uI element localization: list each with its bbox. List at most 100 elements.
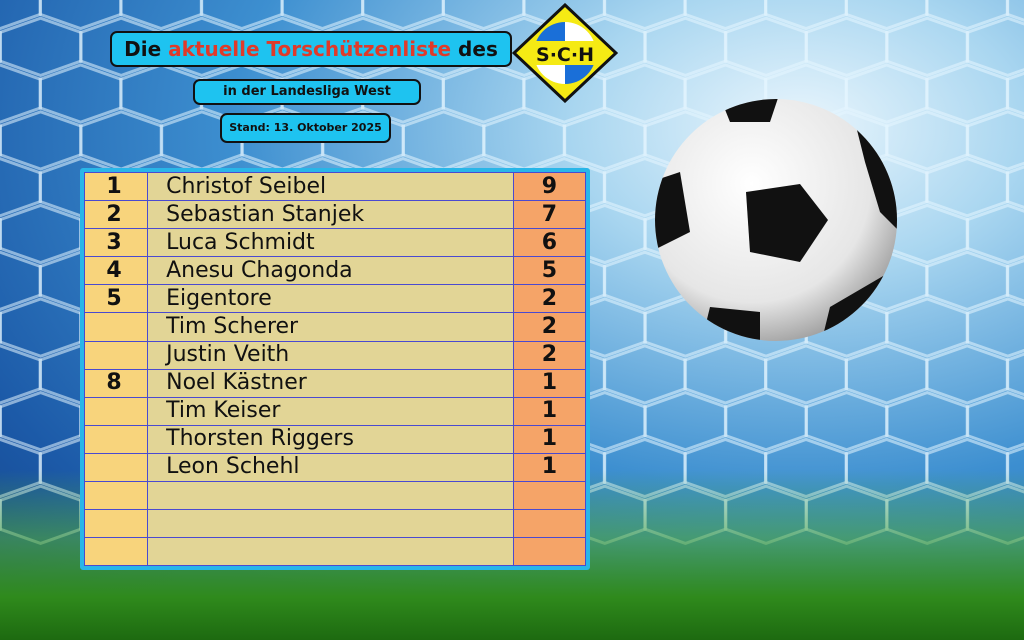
net-mesh — [0, 203, 83, 265]
goals-cell: 2 — [512, 340, 587, 370]
net-mesh — [965, 16, 1024, 77]
net-mesh — [119, 0, 204, 31]
goals-cell: 5 — [512, 256, 587, 286]
net-mesh — [280, 0, 365, 31]
net-mesh — [723, 391, 808, 452]
net-mesh — [602, 0, 687, 31]
table-row: 4 Anesu Chagonda 5 — [83, 256, 587, 286]
net-mesh — [683, 344, 768, 405]
net-mesh — [965, 297, 1024, 358]
goals-cell: 1 — [512, 452, 587, 483]
soccer-ball-image — [655, 99, 897, 341]
rank-cell — [83, 481, 149, 511]
table-row: 8 Noel Kästner 1 — [83, 368, 587, 398]
net-mesh — [844, 0, 929, 31]
net-mesh — [602, 344, 687, 405]
rank-cell — [83, 424, 149, 454]
net-mesh — [925, 63, 1010, 124]
scorer-table: 1 Christof Seibel 9 2 Sebastian Stanjek 7 3 Luc… — [80, 168, 590, 570]
goals-cell: 1 — [512, 424, 587, 454]
table-row — [83, 509, 587, 539]
goals-cell — [512, 481, 587, 511]
table-row — [83, 481, 587, 511]
net-mesh — [965, 110, 1024, 171]
name-cell: Eigentore — [147, 284, 514, 314]
net-mesh — [562, 110, 647, 171]
net-mesh — [804, 391, 889, 452]
rank-cell — [83, 537, 149, 567]
name-cell — [147, 481, 514, 511]
net-mesh — [925, 250, 1010, 311]
rank-cell — [83, 452, 149, 483]
name-cell — [147, 537, 514, 567]
table-row: 3 Luca Schmidt 6 — [83, 228, 587, 258]
club-logo: S·C·H — [512, 3, 618, 103]
goals-cell: 2 — [512, 284, 587, 314]
net-mesh — [965, 391, 1024, 452]
net-mesh — [0, 16, 83, 77]
net-mesh — [885, 391, 970, 452]
goals-cell: 2 — [512, 312, 587, 342]
name-cell: Christof Seibel — [147, 171, 514, 202]
net-mesh — [79, 110, 164, 171]
title-highlight: aktuelle Torschützenliste — [168, 37, 452, 61]
table-row: 1 Christof Seibel 9 — [83, 171, 587, 202]
table-row: Justin Veith 2 — [83, 340, 587, 370]
net-mesh — [1005, 259, 1024, 303]
rank-cell: 8 — [83, 368, 149, 398]
net-mesh — [925, 0, 1010, 31]
net-mesh — [361, 0, 445, 31]
table-row: Leon Schehl 1 — [83, 452, 587, 483]
name-cell: Leon Schehl — [147, 452, 514, 483]
table-row: Thorsten Riggers 1 — [83, 424, 587, 454]
net-mesh — [925, 157, 1010, 218]
net-mesh — [1005, 446, 1024, 490]
net-mesh — [0, 391, 83, 452]
title-prefix: Die — [124, 37, 169, 61]
name-cell: Tim Scherer — [147, 312, 514, 342]
table-row: Tim Keiser 1 — [83, 396, 587, 426]
name-cell: Luca Schmidt — [147, 228, 514, 258]
net-mesh — [1005, 71, 1024, 116]
table-row: 2 Sebastian Stanjek 7 — [83, 200, 587, 230]
net-mesh — [38, 63, 123, 124]
rank-cell — [83, 396, 149, 426]
rank-cell: 1 — [83, 171, 149, 202]
rank-cell: 2 — [83, 200, 149, 230]
net-mesh — [199, 0, 284, 31]
name-cell: Sebastian Stanjek — [147, 200, 514, 230]
net-mesh — [925, 344, 1010, 405]
net-mesh — [0, 297, 83, 358]
page-title: Die aktuelle Torschützenliste des — [110, 31, 512, 67]
goals-cell: 1 — [512, 396, 587, 426]
rank-cell — [83, 340, 149, 370]
net-mesh — [119, 63, 204, 124]
rank-cell: 5 — [83, 284, 149, 314]
net-mesh — [401, 110, 486, 171]
name-cell: Thorsten Riggers — [147, 424, 514, 454]
net-mesh — [723, 16, 808, 77]
net-mesh — [844, 344, 929, 405]
net-mesh — [482, 110, 567, 171]
net-mesh — [804, 16, 889, 77]
net-mesh — [885, 16, 970, 77]
goals-cell: 6 — [512, 228, 587, 258]
net-mesh — [1005, 352, 1024, 397]
net-mesh — [643, 16, 728, 77]
goals-cell: 1 — [512, 368, 587, 398]
net-mesh — [965, 203, 1024, 265]
net-mesh — [764, 344, 848, 405]
name-cell: Justin Veith — [147, 340, 514, 370]
rank-cell — [83, 312, 149, 342]
net-mesh — [643, 391, 728, 452]
table-row: Tim Scherer 2 — [83, 312, 587, 342]
name-cell: Noel Kästner — [147, 368, 514, 398]
league-label: in der Landesliga West — [193, 79, 421, 105]
date-label: Stand: 13. Oktober 2025 — [220, 113, 391, 143]
net-mesh — [0, 110, 83, 171]
rank-cell: 3 — [83, 228, 149, 258]
rank-cell — [83, 509, 149, 539]
name-cell: Anesu Chagonda — [147, 256, 514, 286]
table-row — [83, 537, 587, 567]
net-mesh — [441, 0, 526, 31]
